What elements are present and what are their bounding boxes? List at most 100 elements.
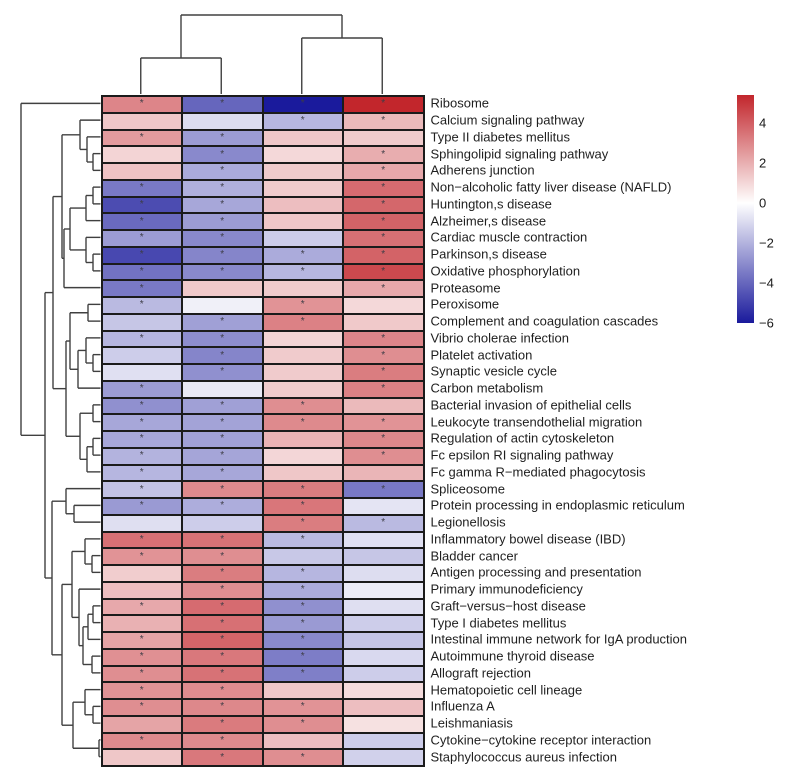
heatmap-row: * * * bbox=[101, 665, 424, 683]
significance-star: * bbox=[139, 215, 144, 227]
significance-star: * bbox=[139, 416, 144, 428]
heatmap-cell bbox=[262, 163, 343, 180]
heatmap-cell bbox=[343, 699, 424, 716]
heatmap-cell: * bbox=[101, 96, 182, 113]
heatmap-cell: * bbox=[343, 230, 424, 247]
heatmap-cell bbox=[101, 715, 182, 733]
heatmap-row: * * bbox=[101, 514, 424, 532]
heatmap-cell: * bbox=[182, 581, 263, 599]
significance-star: * bbox=[381, 248, 386, 260]
row-label: Fc gamma R−mediated phagocytosis bbox=[430, 464, 646, 480]
heatmap-cell bbox=[343, 682, 424, 699]
heatmap-row: * * bbox=[101, 163, 424, 180]
significance-star: * bbox=[139, 332, 144, 344]
heatmap-cell bbox=[101, 514, 182, 532]
row-label: Intestinal immune network for IgA produc… bbox=[430, 631, 688, 647]
heatmap-cell: * bbox=[343, 246, 424, 264]
heatmap-cell: * bbox=[182, 263, 263, 281]
significance-star: * bbox=[381, 433, 386, 445]
heatmap-cell: * bbox=[182, 531, 263, 549]
row-label: Alzheimer,s disease bbox=[430, 213, 547, 229]
heatmap-cell bbox=[101, 112, 182, 130]
heatmap-cell bbox=[343, 598, 424, 616]
significance-star: * bbox=[220, 232, 225, 244]
significance-star: * bbox=[300, 533, 305, 545]
significance-star: * bbox=[381, 265, 386, 277]
significance-star: * bbox=[139, 382, 144, 394]
significance-star: * bbox=[220, 634, 225, 646]
significance-star: * bbox=[220, 366, 225, 378]
heatmap-cell: * bbox=[182, 749, 263, 766]
heatmap-cell: * bbox=[101, 531, 182, 549]
significance-star: * bbox=[220, 734, 225, 746]
heatmap-cell: * bbox=[101, 498, 182, 515]
significance-star: * bbox=[139, 550, 144, 562]
significance-star: * bbox=[220, 583, 225, 595]
significance-star: * bbox=[220, 533, 225, 545]
heatmap-cell bbox=[343, 632, 424, 649]
heatmap-row: * * * * bbox=[101, 481, 424, 498]
heatmap-cell: * bbox=[262, 313, 343, 331]
heatmap-cell: * bbox=[182, 447, 263, 465]
heatmap-cell: * bbox=[343, 380, 424, 398]
significance-star: * bbox=[220, 617, 225, 629]
significance-star: * bbox=[139, 684, 144, 696]
heatmap-cell bbox=[101, 313, 182, 331]
heatmap-cell bbox=[101, 749, 182, 766]
heatmap-cell bbox=[262, 464, 343, 482]
heatmap-row: * * bbox=[101, 129, 424, 147]
legend-tick-label: 4 bbox=[759, 115, 767, 131]
heatmap-cell: * bbox=[101, 179, 182, 197]
heatmap-row: * * * bbox=[101, 447, 424, 465]
significance-star: * bbox=[300, 717, 305, 729]
significance-star: * bbox=[139, 299, 144, 311]
heatmap-cell: * bbox=[182, 364, 263, 381]
heatmap-cell: * bbox=[182, 665, 263, 683]
significance-star: * bbox=[300, 416, 305, 428]
heatmap-cell: * bbox=[182, 414, 263, 431]
legend-tick-label: −6 bbox=[759, 315, 774, 331]
heatmap-cell: * bbox=[101, 632, 182, 649]
heatmap-cell: * bbox=[343, 196, 424, 214]
heatmap-cell bbox=[182, 297, 263, 314]
significance-star: * bbox=[220, 248, 225, 260]
row-label: Bladder cancer bbox=[430, 548, 518, 564]
significance-star: * bbox=[139, 449, 144, 461]
heatmap-row: * * * bbox=[101, 498, 424, 515]
significance-star: * bbox=[381, 165, 386, 177]
heatmap-cell bbox=[343, 297, 424, 314]
heatmap-row: * * bbox=[101, 112, 424, 130]
significance-star: * bbox=[220, 717, 225, 729]
row-label: Adherens junction bbox=[430, 162, 535, 178]
row-label: Antigen processing and presentation bbox=[430, 564, 642, 580]
heatmap-cell bbox=[343, 749, 424, 766]
heatmap-row: * * bbox=[101, 364, 424, 381]
significance-star: * bbox=[381, 282, 386, 294]
heatmap-cell: * bbox=[262, 665, 343, 683]
heatmap-cell: * bbox=[262, 246, 343, 264]
heatmap-cell: * bbox=[182, 464, 263, 482]
significance-star: * bbox=[300, 634, 305, 646]
heatmap-cell bbox=[343, 581, 424, 599]
heatmap-cell: * bbox=[101, 548, 182, 565]
significance-star: * bbox=[300, 500, 305, 512]
heatmap-cell bbox=[343, 715, 424, 733]
heatmap-cell bbox=[262, 548, 343, 565]
significance-star: * bbox=[300, 583, 305, 595]
heatmap-cell: * bbox=[101, 230, 182, 247]
heatmap-cell: * bbox=[262, 96, 343, 113]
heatmap-cell: * bbox=[343, 263, 424, 281]
row-label: Bacterial invasion of epithelial cells bbox=[430, 397, 632, 413]
heatmap-cell: * bbox=[182, 699, 263, 716]
significance-star: * bbox=[381, 148, 386, 160]
heatmap-cell bbox=[182, 280, 263, 297]
significance-star: * bbox=[381, 332, 386, 344]
significance-star: * bbox=[139, 131, 144, 143]
column-dendrogram bbox=[140, 14, 383, 94]
significance-star: * bbox=[381, 349, 386, 361]
heatmap-cell: * bbox=[182, 330, 263, 348]
significance-star: * bbox=[220, 650, 225, 662]
heatmap-cell: * bbox=[182, 732, 263, 750]
heatmap-cell: * bbox=[182, 179, 263, 197]
significance-star: * bbox=[139, 265, 144, 277]
